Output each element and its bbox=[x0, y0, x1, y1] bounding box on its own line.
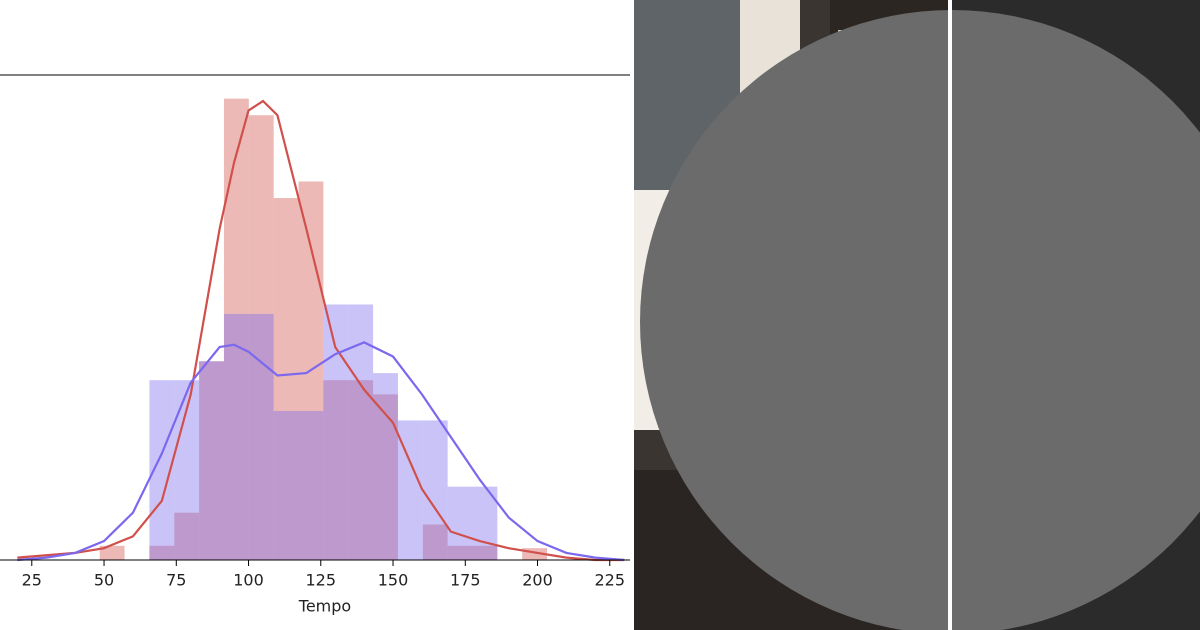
bar bbox=[223, 98, 249, 560]
bar bbox=[447, 545, 473, 560]
bar bbox=[199, 361, 224, 560]
bar bbox=[223, 313, 249, 560]
bar bbox=[199, 361, 224, 560]
x-tick-label: 100 bbox=[233, 571, 264, 590]
x-tick-label: 75 bbox=[166, 571, 186, 590]
x-axis-label: Tempo bbox=[298, 597, 351, 616]
bar bbox=[323, 380, 349, 560]
divider-2 bbox=[948, 0, 952, 630]
bar bbox=[348, 380, 374, 560]
bar bbox=[248, 313, 274, 560]
bar bbox=[248, 115, 274, 560]
kde-line bbox=[17, 341, 625, 562]
bar bbox=[298, 410, 324, 560]
bar bbox=[422, 420, 448, 560]
x-tick-label: 25 bbox=[22, 571, 42, 590]
bar bbox=[422, 524, 448, 560]
bar bbox=[472, 545, 498, 560]
x-tick-label: 175 bbox=[450, 571, 481, 590]
bar bbox=[99, 545, 125, 560]
x-tick-label: 50 bbox=[94, 571, 114, 590]
x-tick-label: 125 bbox=[306, 571, 337, 590]
x-tick-label: 150 bbox=[378, 571, 409, 590]
bar bbox=[323, 304, 349, 560]
bar bbox=[447, 486, 473, 560]
kde-line bbox=[17, 99, 625, 562]
bar bbox=[522, 548, 548, 560]
bar bbox=[174, 512, 200, 560]
x-tick-label: 200 bbox=[522, 571, 553, 590]
bar bbox=[149, 545, 175, 560]
bar bbox=[273, 198, 299, 560]
bar bbox=[273, 410, 299, 560]
chart: Tempo 25 50 75 100 125 150 175 200 225 bbox=[0, 74, 630, 616]
record bbox=[640, 10, 1200, 630]
bar bbox=[373, 373, 398, 560]
x-tick-label: 225 bbox=[594, 571, 625, 590]
